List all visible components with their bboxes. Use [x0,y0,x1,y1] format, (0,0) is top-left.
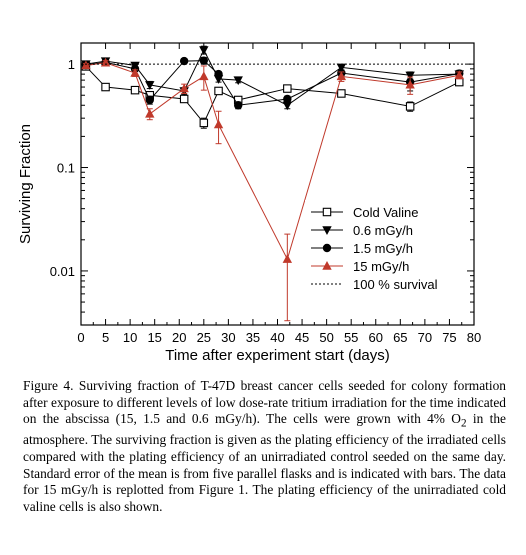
data-point-15-mgy-h [213,119,224,129]
x-tick-label: 15 [147,330,161,345]
data-point-1-5-mgy-h [199,56,209,65]
x-tick-label: 75 [442,330,456,345]
data-point-0-6-mgy-h [233,76,243,86]
legend-marker-cold-valine [322,207,332,217]
data-point-1-5-mgy-h [214,69,223,79]
legend-label-100-survival: 100 % survival [353,277,438,292]
x-tick-label: 20 [172,330,186,345]
data-point-15-mgy-h [100,57,111,67]
legend-marker-0-6-mgy-h [322,226,332,235]
data-point-15-mgy-h [130,68,140,77]
data-point-15-mgy-h [145,108,155,118]
data-point-0-6-mgy-h [282,101,293,111]
x-tick-label: 40 [270,330,284,345]
x-tick-label: 65 [393,330,407,345]
figure-caption: Figure 4. Surviving fraction of T-47D br… [23,378,506,515]
legend-label-cold-valine: Cold Valine [353,205,419,220]
y-axis-title: Surviving Fraction [17,124,34,244]
series-line-0-6-mgy-h [85,48,460,106]
legend-label-1-5-mgy-h: 1.5 mGy/h [353,241,413,256]
figure-label: Figure 4. [23,378,74,393]
data-point-cold-valine [337,89,346,98]
caption-text: Surviving fraction of T-47D breast cance… [23,378,507,427]
data-point-cold-valine [283,84,292,93]
x-axis-title: Time after experiment start (days) [165,347,390,364]
caption-text-after: in the atmosphere. The surviving fractio… [23,411,506,514]
legend: Cold Valine 0.6 mGy/h 1.5 mGy/h 15 mGy/h… [305,200,465,294]
data-point-15-mgy-h [454,70,464,79]
data-point-cold-valine [214,86,223,96]
legend-marker-15-mgy-h [322,261,332,270]
y-tick-label: 0.01 [50,264,75,279]
data-point-cold-valine [455,77,464,87]
x-tick-label: 70 [418,330,432,345]
data-point-15-mgy-h [199,71,209,81]
series-line-1-5-mgy-h [85,60,460,106]
x-tick-label: 0 [77,330,84,345]
data-point-0-6-mgy-h [336,63,347,73]
data-point-15-mgy-h [282,254,293,263]
legend-box [305,200,465,294]
data-point-cold-valine [405,102,415,111]
data-point-1-5-mgy-h [145,95,154,105]
data-point-cold-valine [130,85,140,95]
data-point-15-mgy-h [336,71,347,81]
data-point-0-6-mgy-h [145,81,155,90]
legend-label-15-mgy-h: 15 mGy/h [353,259,409,274]
data-point-0-6-mgy-h [199,46,209,55]
data-point-cold-valine [199,118,209,128]
data-point-15-mgy-h [405,79,415,89]
legend-label-0-6-mgy-h: 0.6 mGy/h [353,223,413,238]
y-tick-label: 0.1 [57,161,75,176]
data-point-cold-valine [101,82,110,92]
legend-marker-1-5-mgy-h [322,243,332,253]
caption-subscript: 2 [460,417,467,430]
x-tick-label: 60 [369,330,383,345]
data-point-15-mgy-h [81,60,91,70]
x-tick-label: 50 [319,330,333,345]
series-line-cold-valine [85,66,460,124]
x-tick-label: 45 [295,330,309,345]
x-tick-label: 35 [246,330,260,345]
x-tick-label: 25 [197,330,211,345]
x-tick-label: 80 [467,330,481,345]
data-point-1-5-mgy-h [283,94,292,104]
data-point-1-5-mgy-h [234,101,243,110]
plot-area: 0 5 10 15 20 25 30 35 40 45 50 55 60 65 70 75 80 1 0.1 0.01 [50,42,481,345]
data-point-15-mgy-h [179,83,189,93]
x-tick-label: 5 [102,330,109,345]
x-tick-label: 30 [221,330,235,345]
x-tick-label: 10 [123,330,137,345]
data-point-cold-valine [179,94,189,104]
y-tick-label: 1 [68,57,75,72]
x-tick-label: 55 [344,330,358,345]
data-point-1-5-mgy-h [179,56,189,66]
surviving-fraction-chart: Surviving Fraction Time after experiment… [17,42,481,364]
